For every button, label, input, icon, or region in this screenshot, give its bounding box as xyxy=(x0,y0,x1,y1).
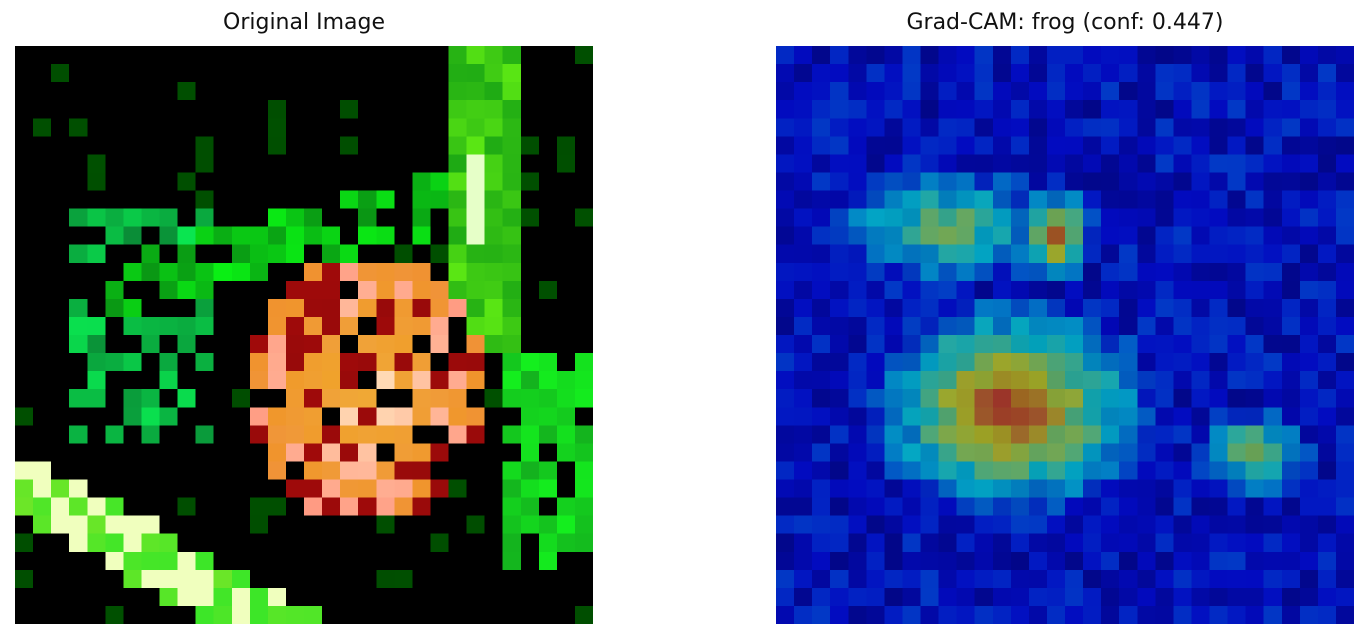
original-image xyxy=(15,46,593,624)
gradcam-title: Grad-CAM: frog (conf: 0.447) xyxy=(906,10,1224,35)
original-image-title: Original Image xyxy=(223,10,385,35)
gradcam-heatmap-image xyxy=(776,46,1354,624)
